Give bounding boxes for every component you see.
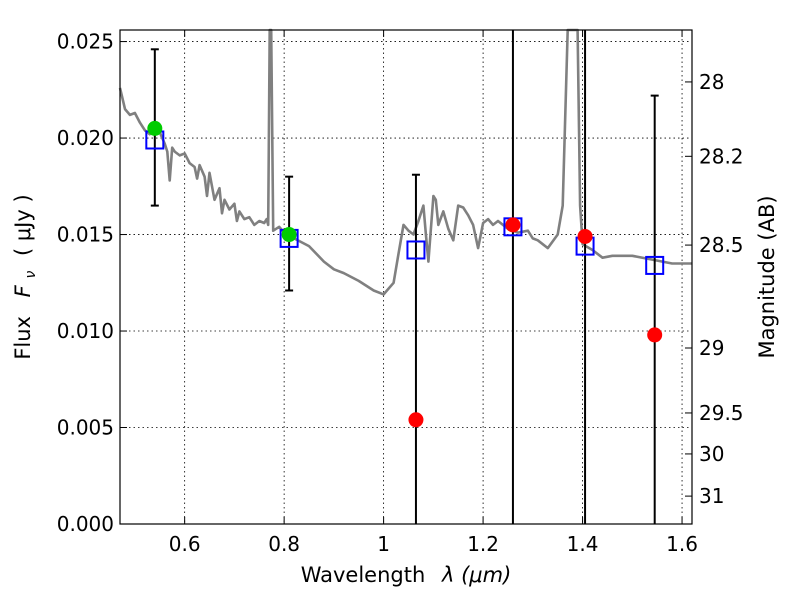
y2-axis-title: Magnitude (AB) bbox=[755, 195, 779, 358]
y-axis-title-unit: ( μJy ) bbox=[11, 194, 35, 256]
y2-tick-label: 29.5 bbox=[699, 401, 744, 425]
x-axis-title-symbol: λ (μm) bbox=[441, 563, 511, 587]
y-tick-label: 0.000 bbox=[57, 512, 114, 536]
y2-tick-label: 31 bbox=[699, 484, 724, 508]
y2-tick-label: 28.2 bbox=[699, 144, 744, 168]
low-sn-point bbox=[647, 327, 663, 343]
y-tick-label: 0.010 bbox=[57, 319, 114, 343]
low-sn-point bbox=[577, 228, 593, 244]
low-sn-point bbox=[505, 217, 521, 233]
y-axis-title: Flux F ν ( μJy ) bbox=[11, 194, 40, 359]
grid-lines bbox=[120, 30, 692, 524]
x-tick-label: 1.2 bbox=[467, 532, 499, 556]
observed-points-layer bbox=[147, 120, 663, 428]
x-tick-label: 1.4 bbox=[567, 532, 599, 556]
error-bars-layer bbox=[150, 30, 659, 524]
x-tick-label: 1.6 bbox=[666, 532, 698, 556]
y2-tick-label: 28 bbox=[699, 70, 724, 94]
y2-tick-label: 29 bbox=[699, 336, 724, 360]
detection-point bbox=[281, 227, 297, 243]
axis-ticks: 0.6 0.8 1 1.2 1.4 1.6 0.000 0.005 0.010 0.015 0.02… bbox=[57, 30, 744, 556]
x-tick-label: 0.8 bbox=[268, 532, 300, 556]
model-photometry-square bbox=[406, 240, 426, 260]
x-tick-label: 1 bbox=[377, 532, 390, 556]
y-tick-label: 0.015 bbox=[57, 223, 114, 247]
model-photometry-square bbox=[645, 255, 665, 275]
y-axis-title-symbol: F bbox=[11, 284, 35, 297]
y2-tick-label: 28.5 bbox=[699, 233, 744, 257]
model-spectrum-layer bbox=[118, 28, 692, 296]
y-tick-label: 0.020 bbox=[57, 126, 114, 150]
y-tick-label: 0.025 bbox=[57, 30, 114, 54]
y-tick-label: 0.005 bbox=[57, 416, 114, 440]
x-tick-label: 0.6 bbox=[169, 532, 201, 556]
y-axis-title-word: Flux bbox=[11, 316, 35, 360]
detection-point bbox=[147, 120, 163, 136]
y2-tick-label: 30 bbox=[699, 442, 724, 466]
low-sn-point bbox=[408, 412, 424, 428]
plot-frame bbox=[119, 29, 693, 525]
model-spectrum-line bbox=[118, 28, 692, 296]
x-axis-title: Wavelength λ (μm) bbox=[301, 563, 512, 587]
y-axis-title-subscript: ν bbox=[23, 271, 39, 279]
x-axis-title-word: Wavelength bbox=[301, 563, 426, 587]
